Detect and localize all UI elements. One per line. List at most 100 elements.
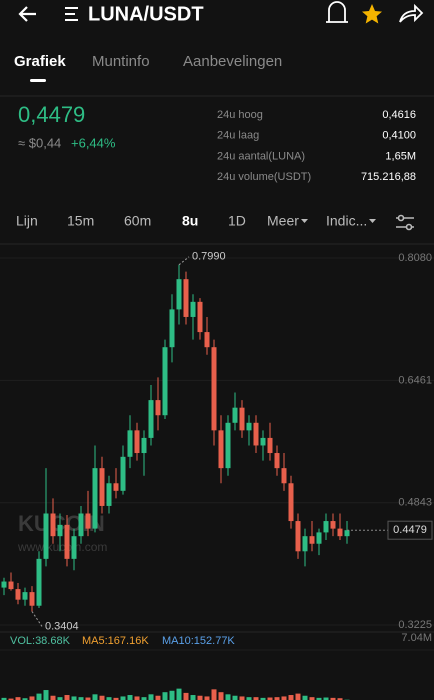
candle-body <box>99 468 105 506</box>
tab[interactable]: Grafiek <box>14 53 66 70</box>
candle-body <box>232 407 238 423</box>
stat-label: 24u aantal(LUNA) <box>217 150 305 162</box>
volume-bar <box>92 694 98 700</box>
volume-legend: MA10:152.77K <box>162 635 235 647</box>
menu-icon[interactable] <box>65 7 78 21</box>
candle-body <box>78 513 84 537</box>
candle-body <box>141 437 147 454</box>
price-change: +6,44% <box>71 135 116 150</box>
candle-body <box>260 437 266 446</box>
share-icon[interactable] <box>399 3 424 23</box>
volume-bar <box>78 697 84 700</box>
interval-active[interactable]: 8u <box>182 213 198 229</box>
candle-body <box>197 301 203 333</box>
candle-body <box>8 581 14 590</box>
volume-bar <box>260 697 266 700</box>
volume-bar <box>148 694 154 700</box>
candle-body <box>15 589 21 600</box>
volume-bar <box>155 695 161 700</box>
volume-bar <box>29 696 35 700</box>
volume-legend: MA5:167.16K <box>82 635 149 647</box>
interval[interactable]: 60m <box>124 213 151 229</box>
candle-body <box>36 558 42 606</box>
volume-bar <box>323 697 329 700</box>
interval-more[interactable]: Meer <box>267 213 299 229</box>
volume-bar <box>337 698 343 700</box>
volume-bar <box>127 695 133 700</box>
y-tick-label: 0.8080 <box>398 252 432 264</box>
indicators[interactable]: Indic... <box>326 213 367 229</box>
volume-bar <box>57 697 63 700</box>
stat-value: 1,65M <box>385 150 416 162</box>
interval[interactable]: 1D <box>228 213 246 229</box>
candle-body <box>162 347 168 416</box>
volume-bar <box>239 696 245 700</box>
candle-body <box>253 422 259 446</box>
back-button[interactable] <box>18 6 36 22</box>
y-tick-label: 0.6461 <box>398 374 432 386</box>
volume-bar <box>267 697 273 700</box>
volume-bar <box>218 692 224 700</box>
candle-body <box>169 309 175 348</box>
volume-bar <box>71 696 77 700</box>
dropdown-arrow <box>301 219 308 223</box>
candle-body <box>71 536 77 559</box>
candle-body <box>302 536 308 552</box>
candle-body <box>190 301 196 317</box>
candle-body <box>92 468 98 529</box>
volume-bar <box>302 695 308 700</box>
favorite-star[interactable] <box>362 4 382 24</box>
volume-bar <box>64 695 70 700</box>
candle-body <box>120 456 126 491</box>
volume-bar <box>1 697 7 700</box>
volume-bar <box>36 693 42 700</box>
volume-legend: VOL:38.68K <box>10 635 71 647</box>
alert-icon[interactable] <box>326 1 348 23</box>
candle-body <box>218 430 224 469</box>
candle-body <box>50 513 56 537</box>
stat-value: 0,4100 <box>382 130 416 142</box>
candle-body <box>330 521 336 529</box>
tab-indicator <box>30 79 46 82</box>
volume-bar <box>281 696 287 700</box>
candle-body <box>246 422 252 431</box>
interval[interactable]: 15m <box>67 213 94 229</box>
volume-bar <box>22 698 28 700</box>
interval[interactable]: Lijn <box>16 213 38 229</box>
candle-body <box>155 400 161 416</box>
volume-bar <box>288 695 294 700</box>
volume-bar <box>99 695 105 700</box>
volume-bar <box>253 697 259 700</box>
tab[interactable]: Muntinfo <box>92 53 150 70</box>
candle-body <box>1 581 7 588</box>
candle-body <box>239 407 245 431</box>
candle-body <box>344 530 350 537</box>
tab[interactable]: Aanbevelingen <box>183 53 282 70</box>
volume-bar <box>330 697 336 700</box>
pair-title: LUNA/USDT <box>88 3 204 25</box>
candle-body <box>148 400 154 438</box>
volume-bar <box>43 690 49 700</box>
volume-bar <box>162 692 168 700</box>
fiat-price: ≈ $0,44 <box>18 135 61 150</box>
candle-body <box>281 468 287 484</box>
volume-bar <box>274 697 280 700</box>
y-tick-label: 0.4843 <box>398 497 432 509</box>
candle-body <box>113 483 119 491</box>
candle-body <box>57 524 63 537</box>
volume-bar <box>232 695 238 700</box>
last-price: 0,4479 <box>18 102 85 127</box>
candle-body <box>316 532 322 544</box>
candle-body <box>22 592 28 600</box>
settings-icon[interactable] <box>396 214 414 231</box>
volume-bar <box>106 697 112 700</box>
candle-body <box>106 483 112 506</box>
candle-body <box>183 279 189 317</box>
volume-bar <box>211 689 217 700</box>
candle-body <box>288 483 294 522</box>
volume-bar <box>197 695 203 700</box>
volume-bar <box>183 692 189 700</box>
volume-bar <box>295 693 301 700</box>
